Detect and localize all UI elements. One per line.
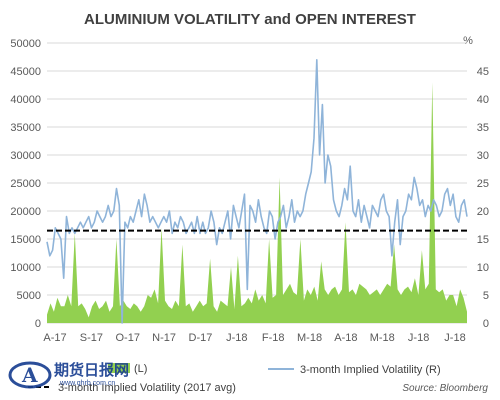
right-tick-label: 30 — [477, 150, 489, 162]
logo-letter-icon: A — [21, 363, 38, 387]
legend-label-open-interest: (L) — [134, 363, 147, 375]
logo-swoosh-icon — [8, 361, 52, 389]
watermark-logo: A 期货日报网 www.qhrb.com.cn — [8, 361, 129, 389]
left-tick-label: 45000 — [10, 66, 41, 78]
left-tick-label: 30000 — [10, 150, 41, 162]
x-tick-label: M-18 — [297, 332, 322, 344]
right-axis: 0 5 10 15 20 25 30 35 40 45 — [477, 66, 489, 330]
x-tick-label: J-18 — [444, 332, 465, 344]
right-tick-label: 45 — [477, 66, 489, 78]
left-tick-label: 0 — [35, 318, 41, 330]
right-tick-label: 5 — [483, 290, 489, 302]
x-tick-label: J-18 — [408, 332, 429, 344]
legend-swatch-open-interest — [108, 363, 130, 373]
left-tick-label: 35000 — [10, 122, 41, 134]
x-tick-label: A-17 — [43, 332, 66, 344]
right-tick-label: 25 — [477, 178, 489, 190]
open-interest-area-path — [47, 82, 467, 323]
legend-label-implied-volatility: 3-month Implied Volatility (R) — [300, 364, 441, 376]
chart-title: ALUMINIUM VOLATILITY and OPEN INTEREST — [84, 11, 416, 28]
x-tick-label: A-18 — [334, 332, 357, 344]
source-note: Source: Bloomberg — [402, 383, 488, 394]
right-tick-label: 15 — [477, 234, 489, 246]
left-tick-label: 40000 — [10, 94, 41, 106]
legend-label-avg-volatility: 3-month Implied Volatility (2017 avg) — [58, 382, 236, 394]
left-tick-label: 50000 — [10, 38, 41, 50]
right-tick-label: 10 — [477, 262, 489, 274]
left-tick-label: 20000 — [10, 206, 41, 218]
right-tick-label: 35 — [477, 122, 489, 134]
x-tick-label: J-18 — [226, 332, 247, 344]
x-tick-label: N-17 — [152, 332, 176, 344]
watermark-text: 期货日报网 — [54, 361, 129, 379]
left-tick-label: 10000 — [10, 262, 41, 274]
open-interest-area — [47, 82, 467, 323]
implied-volatility-line — [46, 59, 468, 324]
right-tick-label: 40 — [477, 94, 489, 106]
right-tick-label: 0 — [483, 318, 489, 330]
watermark-url: www.qhrb.com.cn — [59, 380, 115, 387]
x-tick-label: D-17 — [189, 332, 213, 344]
right-tick-label: 20 — [477, 206, 489, 218]
legend: (L) 3-month Implied Volatility (R) 3-mon… — [28, 363, 441, 394]
right-axis-unit: % — [463, 35, 473, 47]
gridlines — [47, 42, 467, 324]
x-tick-label: O-17 — [115, 332, 139, 344]
implied-volatility-path — [46, 59, 468, 324]
left-tick-label: 25000 — [10, 178, 41, 190]
left-tick-label: 5000 — [17, 290, 41, 302]
left-tick-label: 15000 — [10, 234, 41, 246]
x-axis: A-17 S-17 O-17 N-17 D-17 J-18 F-18 M-18 A-18 M-18… — [43, 332, 465, 344]
x-tick-label: S-17 — [80, 332, 103, 344]
x-tick-label: F-18 — [262, 332, 285, 344]
left-axis: 0 5000 10000 15000 20000 25000 30000 35000 40000… — [10, 38, 41, 330]
x-tick-label: M-18 — [370, 332, 395, 344]
